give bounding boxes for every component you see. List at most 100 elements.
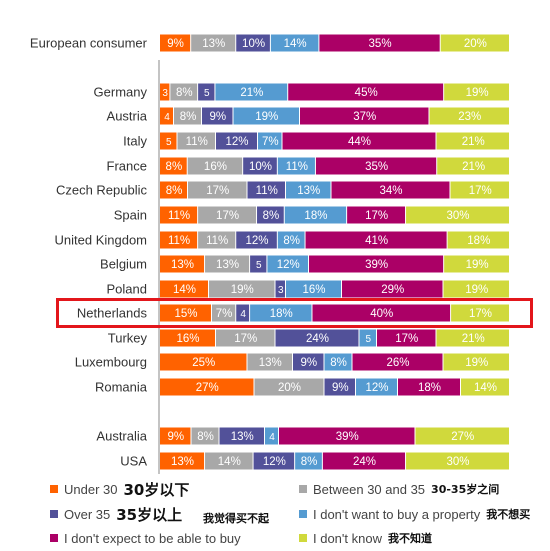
legend-swatch bbox=[50, 534, 58, 542]
bar-segment bbox=[188, 181, 247, 199]
data-label: 44% bbox=[348, 136, 371, 148]
bar-segment bbox=[319, 34, 440, 52]
category-label: Czech Republic bbox=[56, 183, 148, 198]
data-label: 35% bbox=[369, 38, 392, 50]
bar-segment bbox=[216, 329, 275, 347]
category-label: Romania bbox=[95, 380, 148, 395]
bar-segment bbox=[247, 181, 285, 199]
data-label: 19% bbox=[466, 87, 489, 99]
bar-segment bbox=[219, 427, 264, 445]
bar-segment bbox=[406, 452, 509, 470]
bar-segment bbox=[436, 132, 509, 150]
bar-segment bbox=[451, 304, 509, 322]
data-label: 8% bbox=[283, 235, 300, 247]
data-label: 13% bbox=[259, 357, 282, 369]
legend-label-cn: 30岁以下 bbox=[123, 480, 190, 499]
bar-segment bbox=[198, 231, 236, 249]
data-label: 25% bbox=[192, 357, 215, 369]
bar-segment bbox=[331, 181, 450, 199]
data-label: 20% bbox=[464, 38, 487, 50]
data-label: 10% bbox=[242, 38, 265, 50]
data-label: 21% bbox=[240, 87, 263, 99]
bar-segment bbox=[253, 452, 295, 470]
category-label: Austria bbox=[107, 109, 148, 124]
data-label: 9% bbox=[167, 38, 184, 50]
bar-segment bbox=[444, 255, 509, 273]
bar-segment bbox=[279, 427, 415, 445]
data-label: 11% bbox=[286, 161, 308, 173]
data-label: 14% bbox=[284, 38, 307, 50]
bar-segment bbox=[191, 34, 236, 52]
data-label: 15% bbox=[174, 308, 197, 320]
bar-segment bbox=[342, 280, 443, 298]
data-label: 4 bbox=[164, 112, 170, 123]
bar-segment bbox=[447, 231, 509, 249]
bar-segment bbox=[160, 157, 187, 175]
legend-label: I don't want to buy a property bbox=[313, 506, 481, 522]
data-label: 8% bbox=[197, 431, 214, 443]
category-label: Poland bbox=[107, 282, 147, 297]
data-label: 23% bbox=[458, 111, 481, 123]
legend-swatch bbox=[299, 510, 307, 518]
data-label: 4 bbox=[269, 432, 275, 443]
chart-plot-area: European consumer 9% 13% 10% 14% 35% 20% German… bbox=[30, 34, 509, 474]
bar-segment bbox=[160, 107, 173, 125]
bar-segment bbox=[160, 353, 247, 371]
bar-segment bbox=[209, 280, 275, 298]
bar-segment bbox=[160, 304, 211, 322]
bar-segment bbox=[160, 378, 254, 396]
bar-segment bbox=[398, 378, 460, 396]
bar-segment bbox=[205, 255, 250, 273]
data-label: 14% bbox=[218, 456, 241, 468]
bar-segment bbox=[160, 206, 198, 224]
category-label: European consumer bbox=[30, 36, 148, 51]
bar-segment bbox=[440, 34, 509, 52]
data-label: 19% bbox=[466, 259, 489, 271]
data-label: 11% bbox=[256, 185, 278, 197]
legend-swatch bbox=[299, 534, 307, 542]
bar-segment bbox=[347, 206, 406, 224]
legend-item-over-35: Over 35 35岁以上 bbox=[50, 503, 182, 525]
category-label: USA bbox=[120, 454, 147, 469]
data-label: 5 bbox=[204, 88, 210, 99]
bar-segment bbox=[243, 157, 277, 175]
legend-label: Between 30 and 35 bbox=[313, 481, 426, 497]
bar-segment bbox=[359, 329, 376, 347]
data-label: 45% bbox=[355, 87, 378, 99]
bar-segment bbox=[247, 353, 292, 371]
data-label: 17% bbox=[216, 210, 239, 222]
data-label: 12% bbox=[277, 259, 300, 271]
bar-segment bbox=[309, 255, 444, 273]
bar-segment bbox=[436, 329, 509, 347]
bar-segment bbox=[160, 231, 198, 249]
legend-label: Under 30 bbox=[64, 481, 118, 497]
bar-segment bbox=[284, 206, 347, 224]
bar-segment bbox=[415, 427, 509, 445]
data-label: 19% bbox=[465, 284, 488, 296]
bar-segment bbox=[160, 280, 208, 298]
legend-label-cn: 35岁以上 bbox=[116, 505, 183, 524]
data-label: 17% bbox=[365, 210, 388, 222]
data-label: 9% bbox=[300, 357, 317, 369]
bar-segment bbox=[356, 378, 397, 396]
data-label: 8% bbox=[176, 87, 193, 99]
bar-segment bbox=[295, 452, 322, 470]
category-label: Netherlands bbox=[77, 306, 148, 321]
bar-segment bbox=[250, 255, 267, 273]
bar-segment bbox=[277, 231, 305, 249]
bar-segment bbox=[258, 132, 282, 150]
legend-item-under-30: Under 30 30岁以下 bbox=[50, 478, 189, 500]
data-label: 11% bbox=[168, 235, 190, 247]
data-label: 21% bbox=[462, 333, 485, 345]
data-label: 3 bbox=[162, 88, 168, 99]
bar-segment bbox=[160, 452, 205, 470]
category-label: Australia bbox=[96, 429, 147, 444]
bar-segment bbox=[286, 280, 341, 298]
legend-item-dont-expect-to-buy: I don't expect to be able to buy bbox=[50, 527, 247, 549]
category-label: Spain bbox=[114, 208, 147, 223]
bar-segment bbox=[293, 353, 324, 371]
data-label: 8% bbox=[301, 456, 318, 468]
bar-segment bbox=[257, 206, 284, 224]
bar-segment bbox=[236, 231, 277, 249]
